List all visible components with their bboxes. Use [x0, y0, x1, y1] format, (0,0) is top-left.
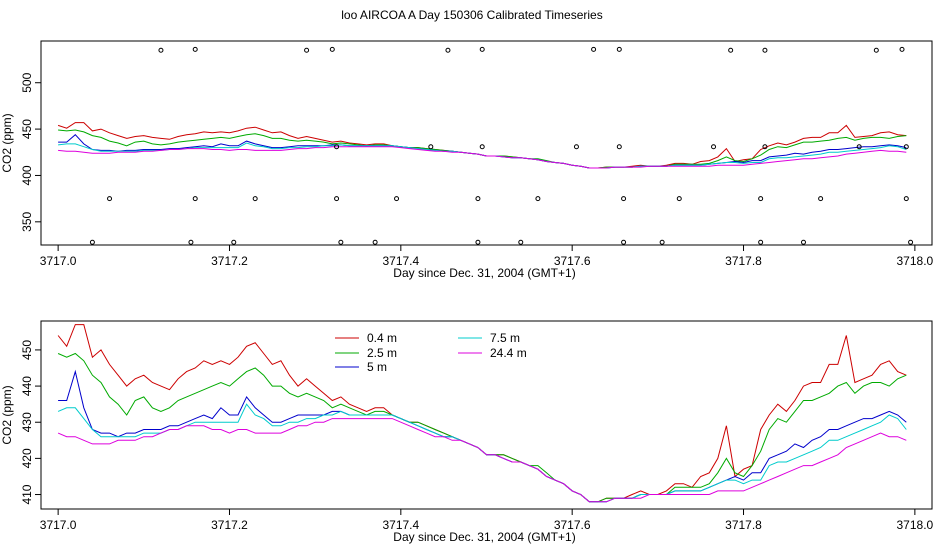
legend-label: 24.4 m — [490, 346, 527, 360]
top-y-tick-label: 350 — [20, 211, 34, 231]
top-outlier-point — [192, 46, 198, 52]
top-x-tick-label: 3718.0 — [897, 254, 934, 268]
bottom-series-line-2-5-m — [57, 352, 907, 503]
top-outlier-point — [372, 239, 378, 245]
top-y-tick-label: 450 — [20, 119, 34, 139]
top-x-tick-label: 3717.6 — [554, 254, 591, 268]
top-outlier-point — [591, 46, 597, 52]
top-outlier-point — [758, 196, 764, 202]
top-x-tick-label: 3717.0 — [40, 254, 77, 268]
top-outlier-point — [188, 239, 194, 245]
bottom-x-tick-label: 3717.2 — [211, 518, 248, 532]
top-outlier-point — [728, 47, 734, 53]
top-outlier-point — [518, 239, 524, 245]
bottom-y-tick-label: 450 — [20, 340, 34, 360]
top-outlier-point — [329, 46, 335, 52]
top-outlier-point — [89, 239, 95, 245]
top-x-tick-label: 3717.2 — [211, 254, 248, 268]
top-y-tick-label: 400 — [20, 165, 34, 185]
top-outlier-point — [856, 144, 862, 150]
top-outlier-point — [873, 47, 879, 53]
top-series-line-24-4-m — [58, 146, 907, 169]
bottom-plot-frame — [40, 320, 933, 510]
top-outlier-point — [231, 239, 237, 245]
top-outlier-point — [252, 196, 258, 202]
bottom-series-line-24-4-m — [57, 418, 907, 503]
top-outlier-point — [908, 239, 914, 245]
top-outlier-point — [621, 196, 627, 202]
top-outlier-point — [621, 239, 627, 245]
top-plot-frame — [40, 40, 933, 246]
top-x-tick-label: 3717.8 — [725, 254, 762, 268]
top-outlier-point — [338, 239, 344, 245]
top-outlier-point — [762, 47, 768, 53]
bottom-y-tick-label: 420 — [20, 448, 34, 468]
top-outlier-point — [445, 47, 451, 53]
legend-label: 5 m — [367, 360, 387, 374]
top-outlier-point — [394, 196, 400, 202]
top-outlier-point — [479, 46, 485, 52]
legend-label: 0.4 m — [367, 331, 397, 345]
top-outlier-point — [711, 144, 717, 150]
bottom-x-tick-label: 3717.4 — [382, 518, 419, 532]
bottom-x-axis-label: Day since Dec. 31, 2004 (GMT+1) — [393, 530, 575, 544]
bottom-x-tick-label: 3718.0 — [897, 518, 934, 532]
top-outlier-point — [758, 239, 764, 245]
legend-label: 7.5 m — [490, 331, 520, 345]
top-y-axis-label: CO2 (ppm) — [0, 113, 14, 172]
top-outlier-point — [158, 47, 164, 53]
top-outlier-point — [428, 144, 434, 150]
bottom-y-tick-label: 440 — [20, 376, 34, 396]
bottom-panel: 3717.0 3717.2 3717.4 3717.6 3717.8 3718.0 410 4… — [0, 320, 934, 544]
top-outlier-point — [334, 196, 340, 202]
bottom-x-tick-label: 3717.6 — [554, 518, 591, 532]
legend-label: 2.5 m — [367, 346, 397, 360]
top-outlier-point — [659, 239, 665, 245]
top-y-tick-label: 500 — [20, 72, 34, 92]
top-outlier-point — [818, 196, 824, 202]
bottom-series-line-0-4-m — [57, 324, 907, 503]
top-outlier-point — [903, 196, 909, 202]
top-outlier-point — [535, 196, 541, 202]
top-outlier-point — [475, 239, 481, 245]
bottom-x-tick-label: 3717.8 — [725, 518, 762, 532]
top-outlier-point — [616, 46, 622, 52]
top-x-tick-label: 3717.4 — [382, 254, 419, 268]
top-outlier-point — [903, 144, 909, 150]
figure-title: loo AIRCOA A Day 150306 Calibrated Times… — [341, 8, 602, 22]
top-x-axis-label: Day since Dec. 31, 2004 (GMT+1) — [393, 266, 575, 280]
bottom-y-tick-label: 430 — [20, 412, 34, 432]
top-series-line-5-m — [58, 134, 907, 169]
top-outlier-point — [107, 196, 113, 202]
top-outlier-point — [762, 144, 768, 150]
top-outlier-point — [573, 144, 579, 150]
top-outlier-point — [192, 196, 198, 202]
top-outlier-point — [304, 47, 310, 53]
top-outlier-point — [616, 144, 622, 150]
bottom-y-axis-label: CO2 (ppm) — [0, 385, 14, 444]
bottom-series-line-5-m — [58, 369, 907, 503]
top-outlier-point — [800, 239, 806, 245]
top-outlier-point — [334, 144, 340, 150]
top-panel: 3717.0 3717.2 3717.4 3717.6 3717.8 3718.0 350 4… — [0, 40, 934, 280]
top-outlier-point — [479, 144, 485, 150]
top-outlier-point — [676, 196, 682, 202]
bottom-y-tick-label: 410 — [20, 484, 34, 504]
bottom-x-tick-label: 3717.0 — [40, 518, 77, 532]
top-outlier-point — [475, 196, 481, 202]
top-outlier-point — [899, 46, 905, 52]
